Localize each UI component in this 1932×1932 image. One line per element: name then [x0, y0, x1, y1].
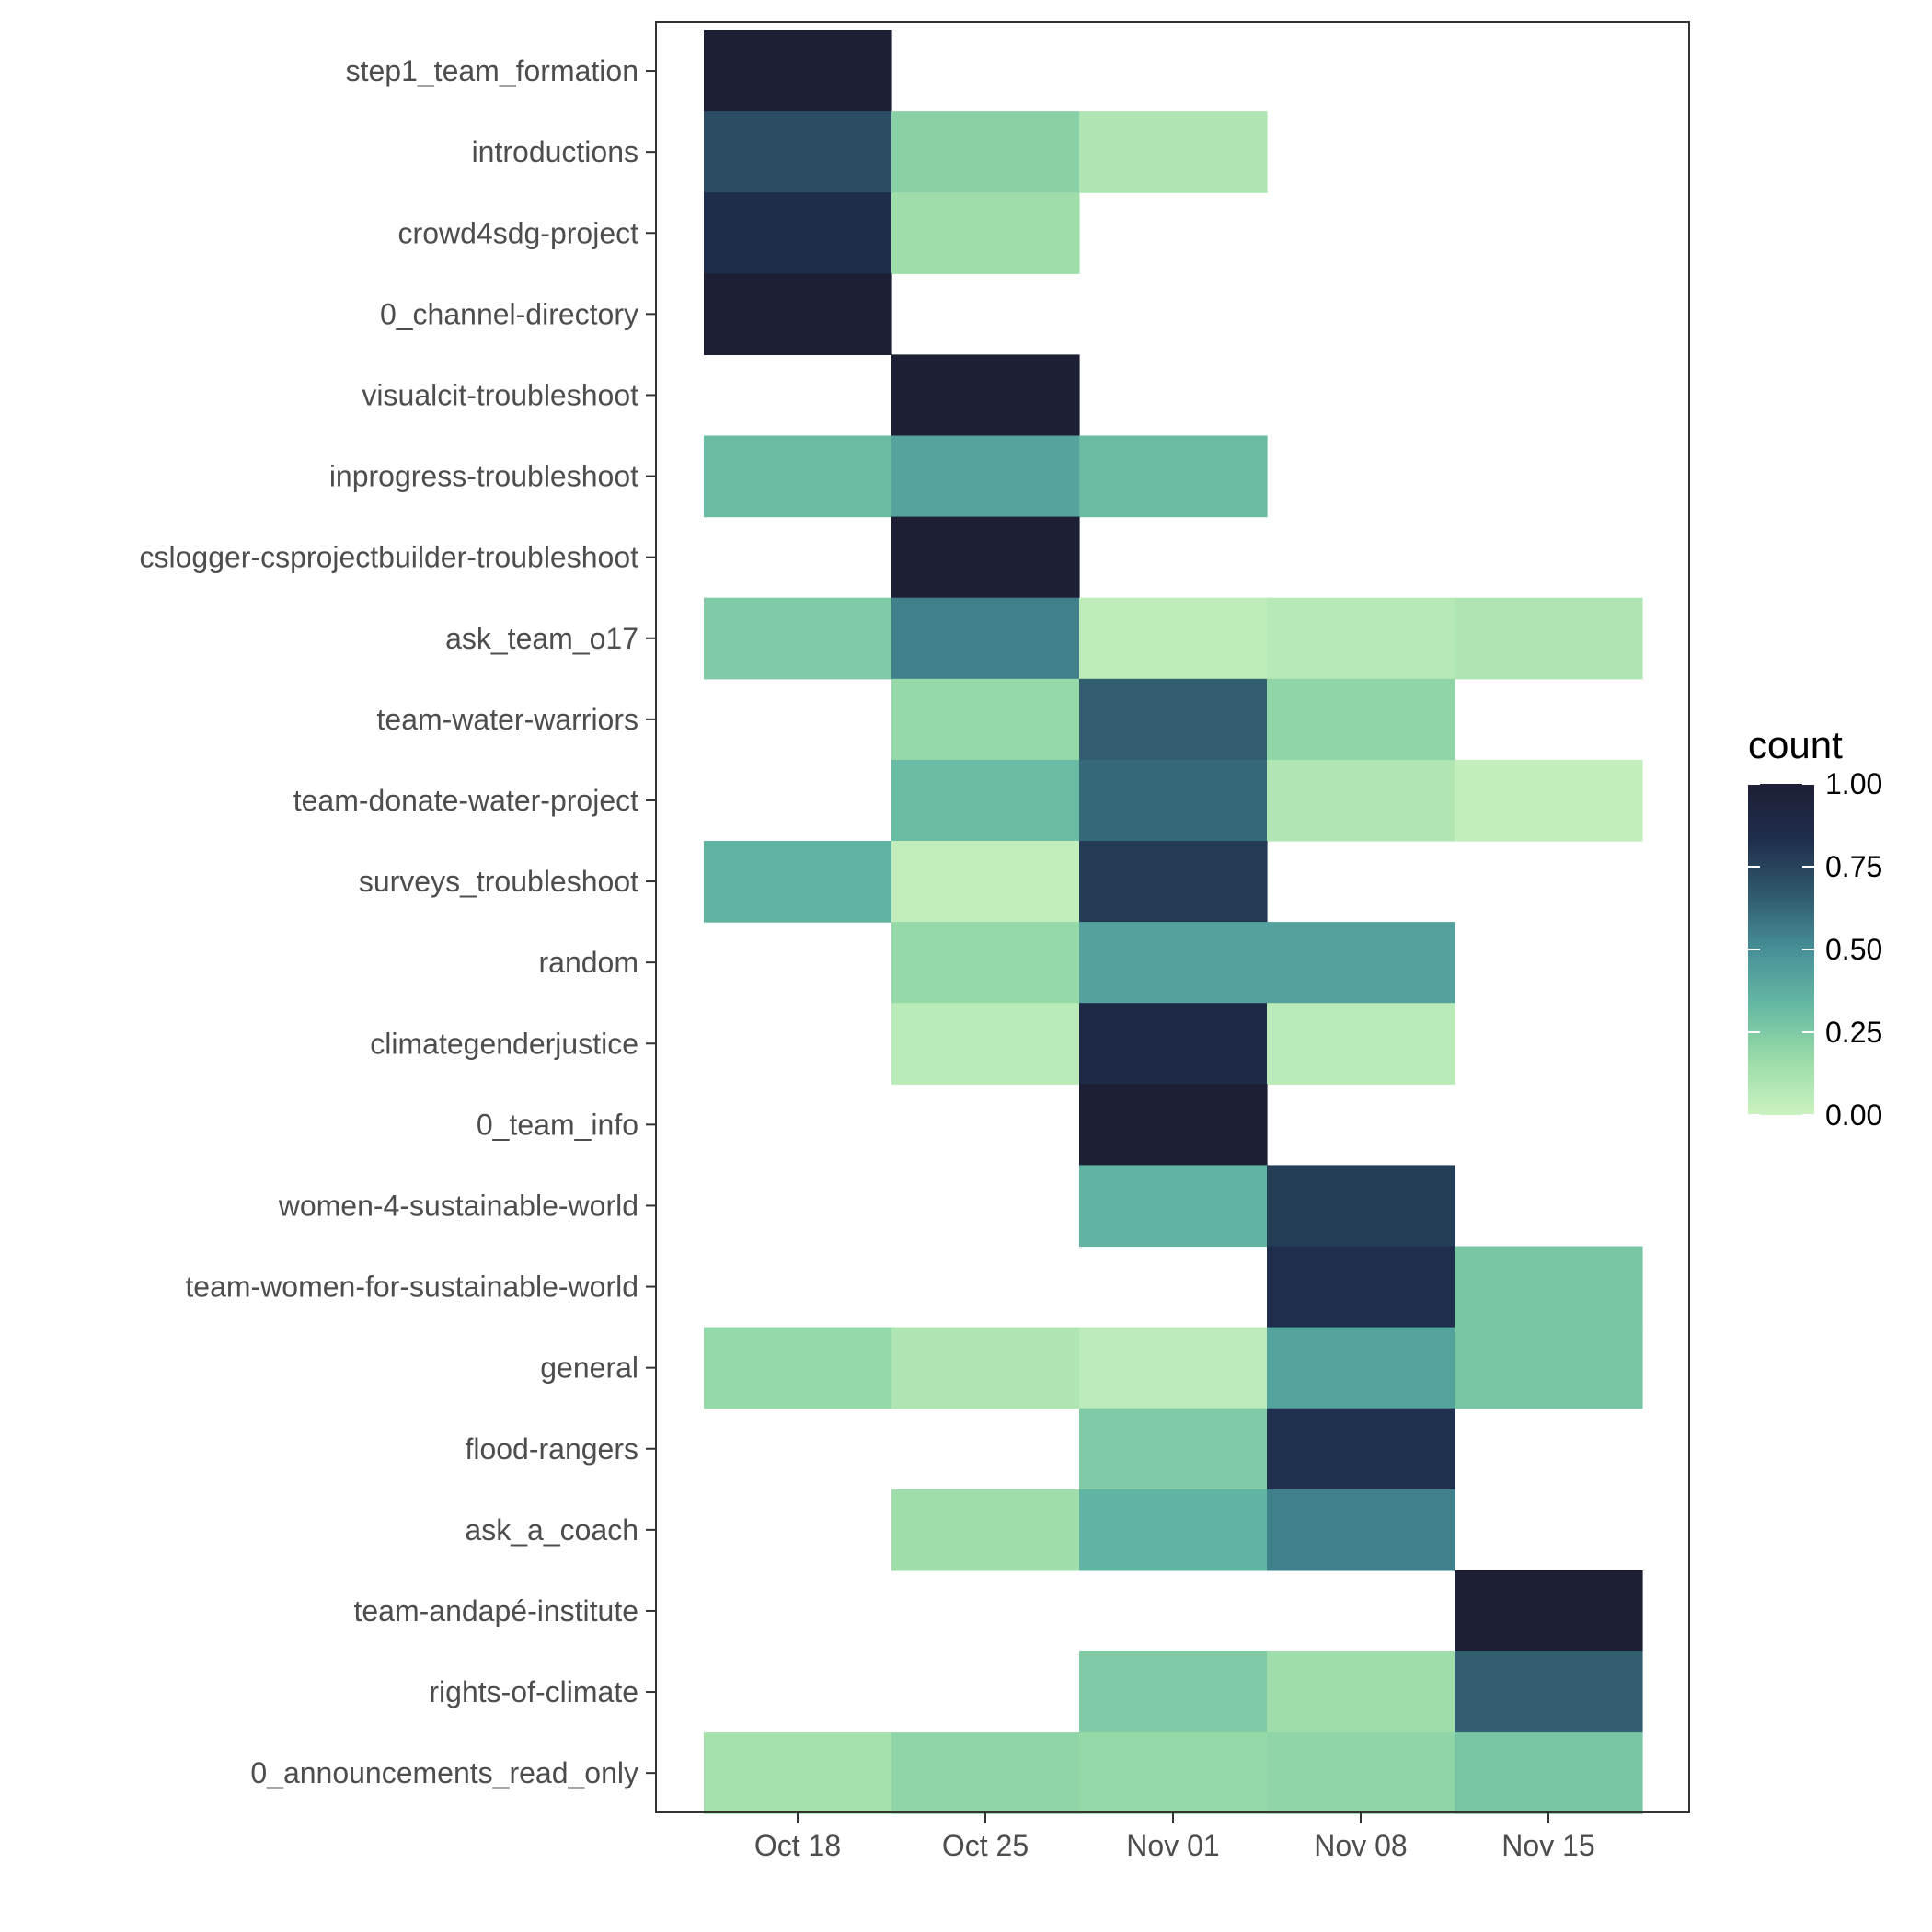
heatmap-cell: [704, 841, 892, 923]
heatmap-cell: [1455, 1732, 1643, 1814]
heatmap-cell: [1079, 435, 1268, 518]
x-tick-label: Oct 18: [754, 1829, 841, 1862]
y-tick-label: step1_team_formation: [346, 54, 638, 87]
heatmap-cell: [1079, 678, 1268, 761]
y-tick-label: introductions: [472, 135, 638, 168]
heatmap-cells: [704, 30, 1643, 1814]
heatmap-cell: [1455, 1246, 1643, 1328]
x-tick-label: Nov 08: [1314, 1829, 1407, 1862]
heatmap-cell: [891, 354, 1080, 437]
heatmap-cell: [1267, 1732, 1455, 1814]
heatmap-cell: [891, 759, 1080, 842]
y-tick-label: rights-of-climate: [429, 1675, 638, 1708]
legend-tick-label: 1.00: [1825, 767, 1882, 800]
legend-tick-label: 0.50: [1825, 933, 1882, 966]
heatmap-cell: [704, 192, 892, 274]
heatmap-cell: [1455, 759, 1643, 842]
heatmap-cell: [1079, 1003, 1268, 1085]
heatmap-cell: [1079, 1651, 1268, 1733]
heatmap-cell: [704, 1327, 892, 1409]
y-tick-label: women-4-sustainable-world: [278, 1189, 638, 1222]
legend-tick-label: 0.75: [1825, 850, 1882, 883]
heatmap-cell: [704, 30, 892, 112]
legend-tick-label: 0.00: [1825, 1098, 1882, 1132]
heatmap-cell: [1079, 1327, 1268, 1409]
heatmap-cell: [1267, 678, 1455, 761]
heatmap-cell: [1267, 1327, 1455, 1409]
heatmap-cell: [1455, 1327, 1643, 1409]
heatmap-cell: [704, 597, 892, 680]
heatmap-cell: [1079, 1084, 1268, 1166]
heatmap-cell: [891, 841, 1080, 923]
heatmap-cell: [1079, 841, 1268, 923]
heatmap-cell: [891, 435, 1080, 518]
heatmap-cell: [1079, 1732, 1268, 1814]
heatmap-cell: [1267, 1246, 1455, 1328]
color-legend: count 1.00 0.75 0.50 0.25 0.00: [1748, 723, 1882, 1132]
heatmap-cell: [1079, 922, 1268, 1004]
heatmap-cell: [1455, 1651, 1643, 1733]
heatmap-cell: [1267, 1165, 1455, 1248]
heatmap-cell: [891, 597, 1080, 680]
y-tick-label: team-water-warriors: [377, 703, 638, 736]
heatmap-cell: [1267, 1489, 1455, 1571]
y-tick-label: inprogress-troubleshoot: [329, 460, 638, 493]
y-tick-label: 0_announcements_read_only: [250, 1756, 638, 1789]
heatmap-cell: [1267, 759, 1455, 842]
y-tick-label: ask_team_o17: [445, 622, 638, 655]
heatmap-cell: [704, 1732, 892, 1814]
heatmap-cell: [1267, 1651, 1455, 1733]
heatmap-cell: [891, 111, 1080, 193]
heatmap-cell: [891, 1327, 1080, 1409]
x-tick-label: Nov 15: [1501, 1829, 1594, 1862]
x-tick-label: Oct 25: [942, 1829, 1029, 1862]
heatmap-cell: [891, 516, 1080, 599]
heatmap-cell: [891, 922, 1080, 1004]
heatmap-cell: [891, 1003, 1080, 1085]
heatmap-cell: [704, 435, 892, 518]
heatmap-cell: [1079, 111, 1268, 193]
heatmap-cell: [704, 273, 892, 355]
heatmap-cell: [1079, 1165, 1268, 1248]
y-tick-label: team-andapé-institute: [353, 1594, 638, 1627]
heatmap-cell: [891, 1489, 1080, 1571]
heatmap-cell: [1455, 597, 1643, 680]
heatmap-cell: [1267, 922, 1455, 1004]
y-tick-label: 0_team_info: [477, 1108, 638, 1141]
y-tick-label: cslogger-csprojectbuilder-troubleshoot: [140, 541, 639, 574]
heatmap-cell: [1079, 597, 1268, 680]
legend-tick-label: 0.25: [1825, 1016, 1882, 1049]
heatmap-cell: [1079, 759, 1268, 842]
heatmap-cell: [1455, 1570, 1643, 1652]
heatmap-cell: [891, 678, 1080, 761]
y-axis: step1_team_formation introductions crowd4s…: [140, 54, 656, 1789]
y-tick-label: climategenderjustice: [370, 1027, 638, 1060]
legend-title: count: [1748, 723, 1843, 766]
y-tick-label: 0_channel-directory: [380, 297, 638, 330]
heatmap-cell: [1267, 597, 1455, 680]
y-tick-label: flood-rangers: [465, 1432, 638, 1466]
heatmap-cell: [1267, 1408, 1455, 1490]
y-tick-label: visualcit-troubleshoot: [362, 378, 638, 411]
heatmap-cell: [891, 1732, 1080, 1814]
y-tick-label: team-women-for-sustainable-world: [185, 1271, 638, 1304]
heatmap-cell: [1079, 1408, 1268, 1490]
y-tick-label: random: [539, 946, 639, 979]
y-tick-label: crowd4sdg-project: [398, 216, 639, 249]
heatmap-cell: [1079, 1489, 1268, 1571]
heatmap-cell: [891, 192, 1080, 274]
y-tick-label: ask_a_coach: [465, 1513, 638, 1547]
y-tick-label: surveys_troubleshoot: [359, 865, 638, 898]
heatmap-cell: [704, 111, 892, 193]
y-tick-label: team-donate-water-project: [293, 784, 638, 817]
legend-ticks: 1.00 0.75 0.50 0.25 0.00: [1748, 767, 1882, 1132]
heatmap-cell: [1267, 1003, 1455, 1085]
x-tick-label: Nov 01: [1126, 1829, 1219, 1862]
x-axis: Oct 18 Oct 25 Nov 01 Nov 08 Nov 15: [754, 1812, 1595, 1862]
y-tick-label: general: [540, 1351, 638, 1385]
